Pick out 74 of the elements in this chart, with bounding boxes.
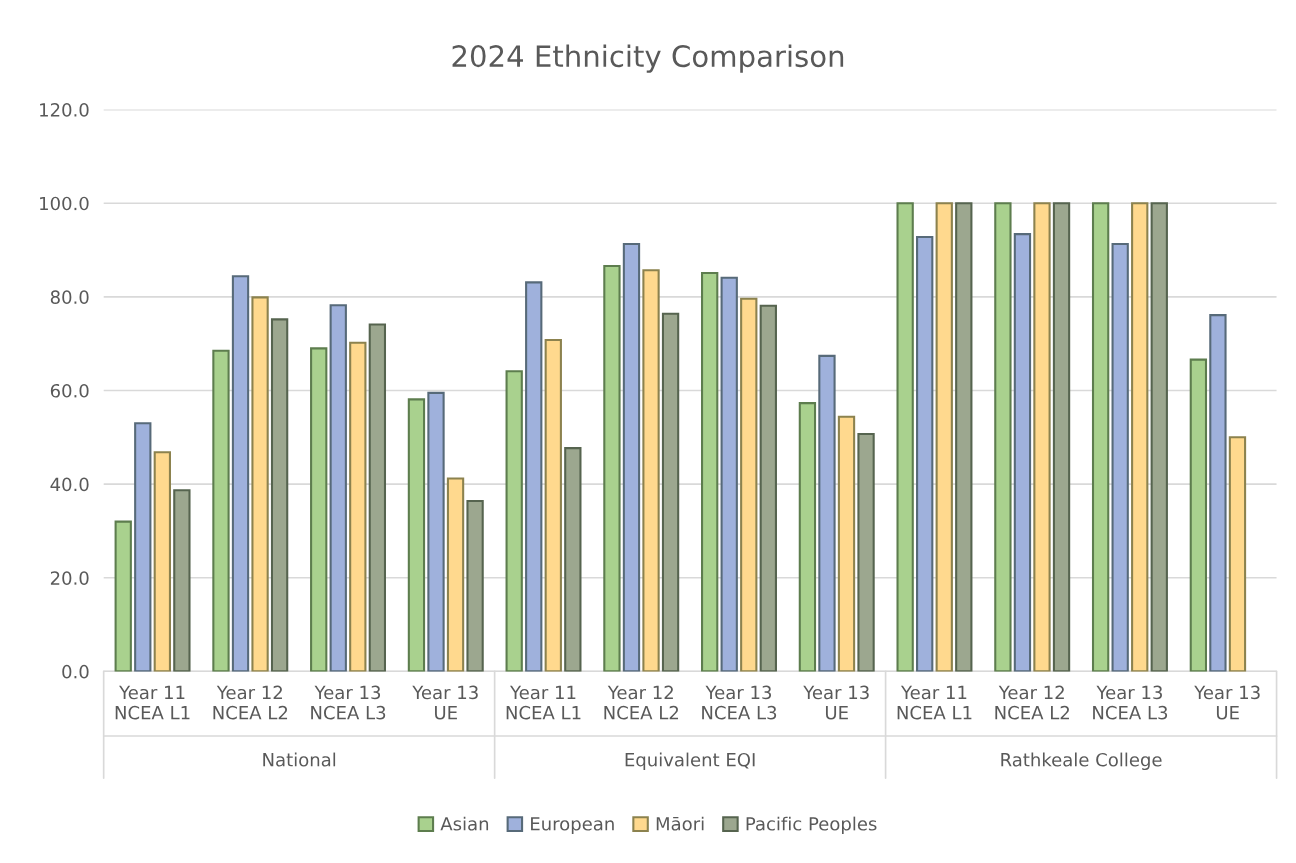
bar — [818, 354, 836, 672]
bar — [310, 347, 328, 672]
bar — [1209, 314, 1227, 672]
bar — [857, 433, 875, 672]
x-tick-label: Year 13 NCEA L3 — [702, 685, 777, 720]
bar — [427, 391, 445, 672]
y-tick-label: 80.0 — [50, 290, 89, 304]
x-tick-label: Year 12 NCEA L2 — [995, 685, 1069, 720]
legend-label: Pacific Peoples — [746, 816, 877, 835]
bar — [212, 349, 230, 672]
bar — [564, 447, 582, 672]
bar — [349, 341, 367, 672]
text: Rathkeale College — [1001, 752, 1162, 771]
x-tick-label: Year 11 NCEA L1 — [506, 685, 581, 720]
bar — [955, 202, 973, 672]
bar — [231, 275, 250, 672]
y-tick-label: 120.0 — [40, 103, 89, 117]
bar — [701, 271, 719, 672]
bar — [1228, 436, 1247, 672]
bar — [935, 202, 953, 672]
bar — [173, 489, 191, 672]
bar — [505, 370, 523, 672]
bar — [1091, 202, 1110, 672]
y-tick-label: 40.0 — [50, 477, 89, 492]
bar — [368, 323, 387, 672]
legend-label: Asian — [440, 816, 489, 831]
x-tick-label: Year 13 NCEA L3 — [311, 685, 386, 720]
text: Equivalent EQI — [625, 752, 755, 771]
y-tick-label: 100.0 — [40, 196, 89, 211]
bar — [1150, 202, 1168, 672]
chart-title: 2024 Ethnicity Comparison — [452, 44, 844, 73]
bar — [407, 398, 426, 672]
bar — [525, 281, 543, 672]
bar — [661, 312, 680, 672]
bar — [994, 202, 1012, 672]
y-tick-label: 20.0 — [50, 571, 89, 585]
bar — [642, 269, 660, 672]
bar — [916, 235, 934, 672]
bar — [896, 202, 914, 672]
legend-label: Māori — [656, 816, 704, 831]
bar — [1013, 233, 1032, 672]
x-tick-label: Year 13 NCEA L3 — [1093, 685, 1168, 720]
bar — [798, 402, 817, 672]
bar — [270, 318, 289, 672]
bar — [622, 242, 641, 672]
x-tick-label: Year 11 NCEA L1 — [897, 685, 972, 720]
bar — [603, 264, 621, 672]
text: National — [263, 752, 336, 767]
bar — [114, 520, 132, 672]
bar — [153, 451, 171, 672]
legend-label: European — [531, 817, 614, 835]
bar — [1189, 358, 1208, 672]
y-tick-label: 60.0 — [50, 383, 89, 398]
bar — [466, 499, 484, 672]
x-tick-label: Year 12 NCEA L2 — [213, 685, 288, 720]
bar — [1052, 202, 1071, 672]
x-tick-label: Year 13 UE — [803, 685, 869, 720]
bar — [134, 422, 152, 672]
bar — [740, 297, 758, 672]
x-tick-label: Year 13 UE — [412, 685, 478, 720]
bar — [720, 276, 738, 672]
bar — [1033, 202, 1051, 672]
y-tick-label: 0.0 — [62, 664, 89, 679]
bar — [759, 304, 777, 672]
bar — [1131, 202, 1149, 672]
bar — [1111, 242, 1129, 672]
bar — [446, 477, 465, 672]
bar — [329, 304, 347, 672]
x-tick-label: Year 13 UE — [1194, 685, 1260, 720]
bar — [837, 415, 856, 672]
x-tick-label: Year 11 NCEA L1 — [115, 685, 190, 720]
x-tick-label: Year 12 NCEA L2 — [604, 685, 679, 720]
bar — [544, 338, 562, 672]
bar — [251, 296, 269, 672]
